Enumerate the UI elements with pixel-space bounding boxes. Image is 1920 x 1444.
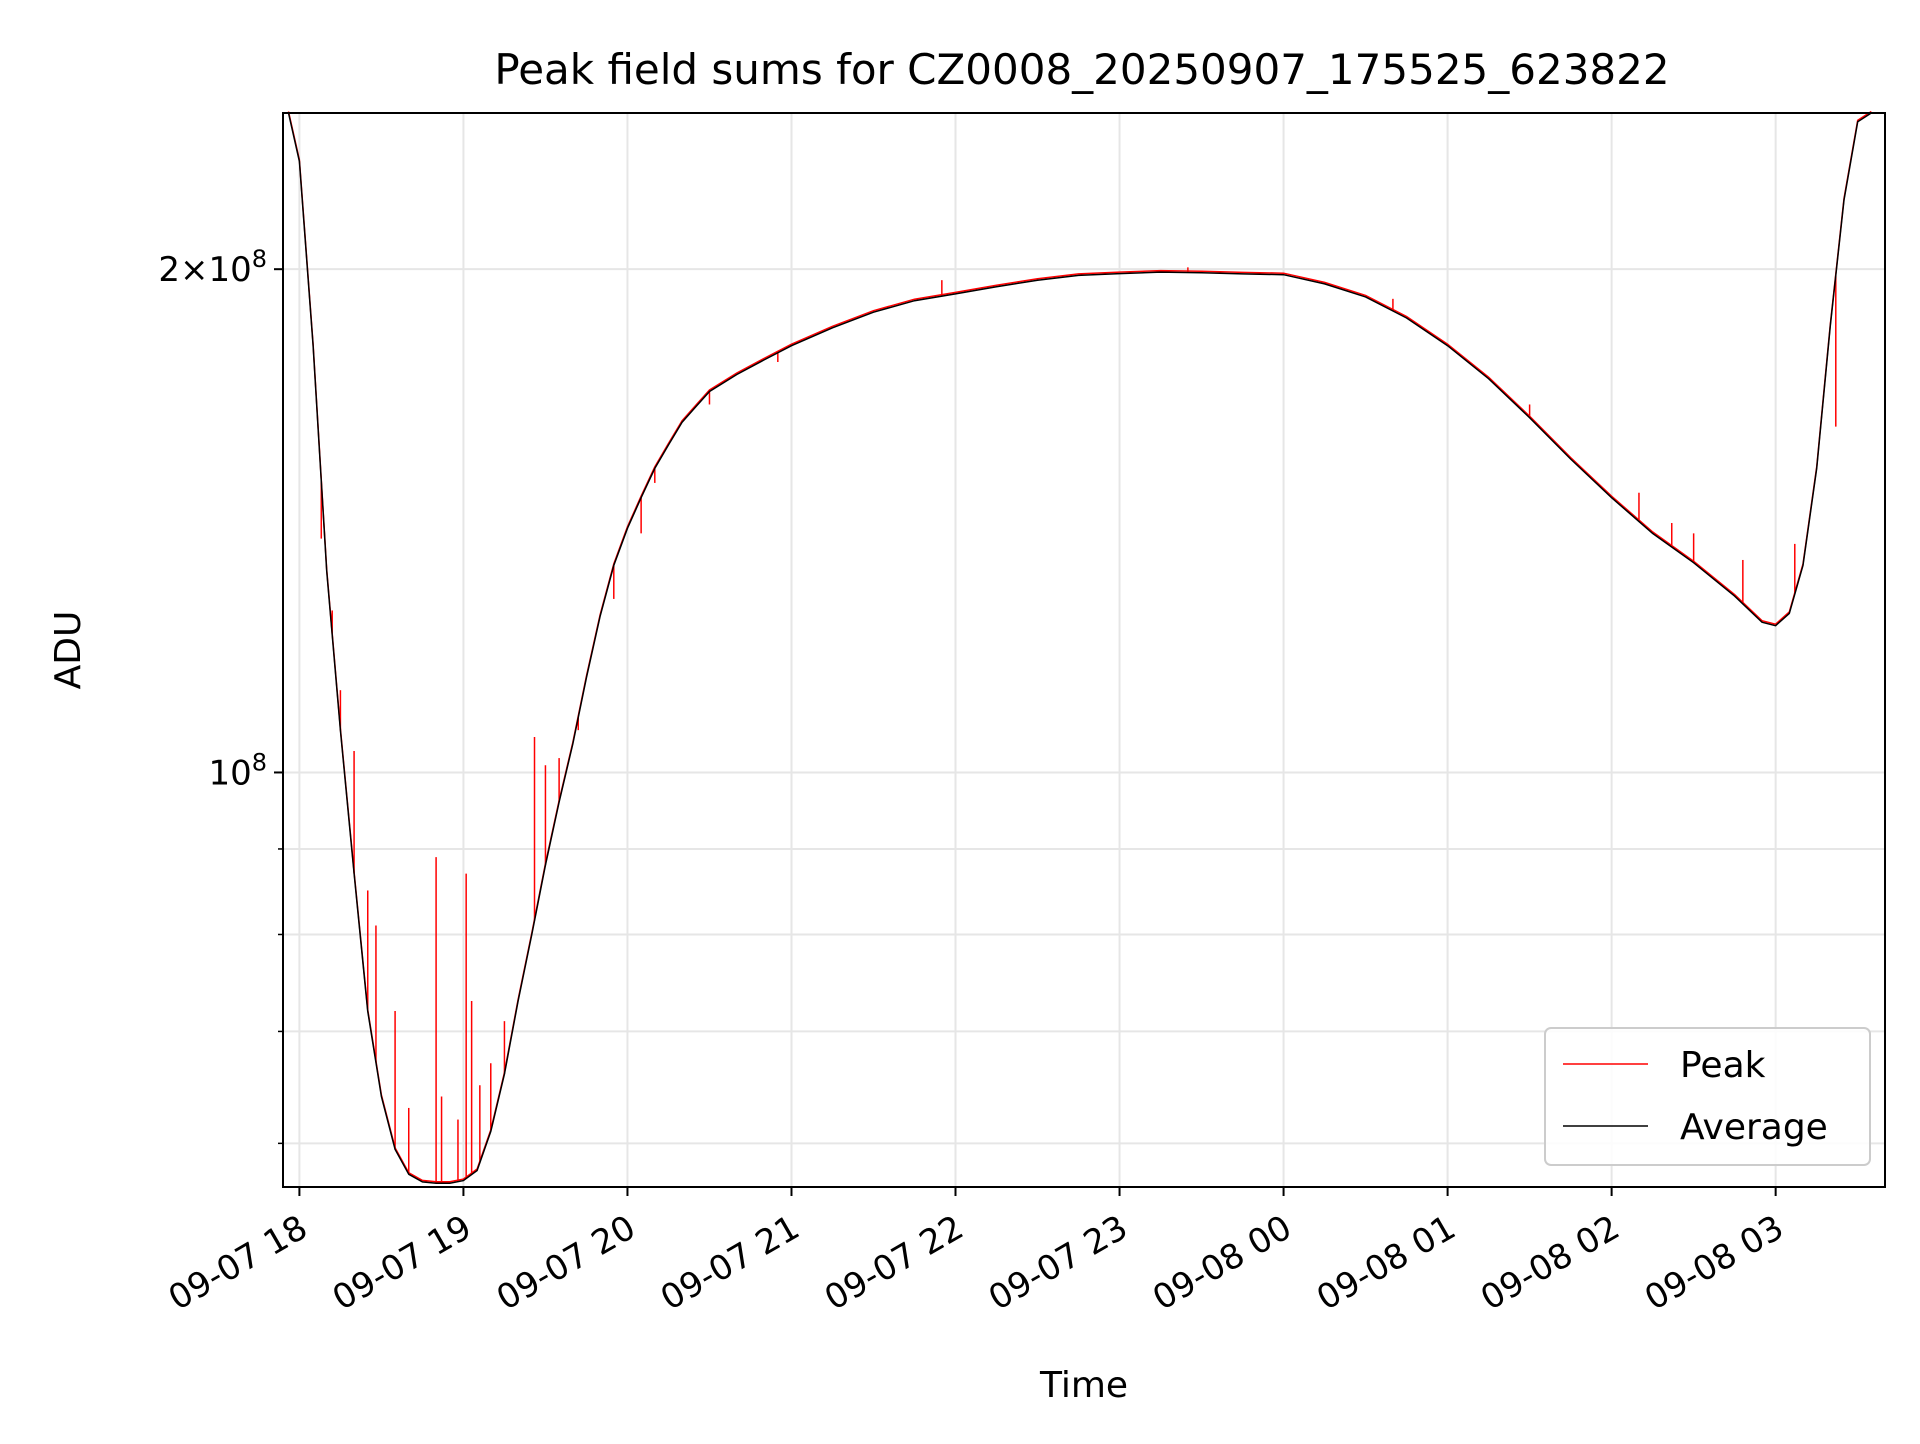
y-tick-label: 2×108 <box>158 245 267 290</box>
y-tick-label: 108 <box>208 748 267 793</box>
x-axis-label: Time <box>1039 1365 1128 1406</box>
y-axis: 108 2×108 <box>158 245 283 1145</box>
legend-label-average: Average <box>1680 1107 1828 1148</box>
legend-label-peak: Peak <box>1680 1045 1766 1086</box>
chart-title: Peak field sums for CZ0008_20250907_1755… <box>494 45 1669 94</box>
y-axis-label: ADU <box>48 611 89 690</box>
grid-layer <box>283 113 1885 1187</box>
series-layer <box>287 110 1872 1184</box>
plot-frame <box>282 112 1886 1188</box>
series-line-average <box>287 112 1872 1184</box>
legend: Peak Average <box>1544 1027 1871 1166</box>
legend-frame <box>1544 1027 1871 1166</box>
